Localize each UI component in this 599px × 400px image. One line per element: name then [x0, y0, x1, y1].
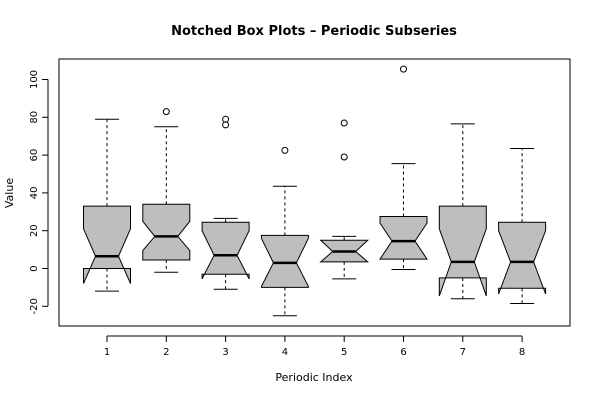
y-tick-label: 60 [29, 149, 40, 162]
x-tick-label: 6 [400, 347, 406, 358]
x-tick-label: 2 [163, 347, 169, 358]
y-axis-label: Value [3, 178, 16, 208]
notched-box [83, 205, 131, 284]
y-tick-label: 80 [29, 111, 40, 124]
x-tick-label: 3 [222, 347, 228, 358]
x-axis: 1 2 3 4 5 6 7 8 [104, 335, 525, 358]
outlier-point [340, 119, 348, 127]
notched-box [201, 221, 250, 280]
x-tick-label: 4 [282, 347, 288, 358]
box-7 [438, 123, 487, 300]
x-tick-label: 8 [519, 347, 525, 358]
outlier-point [222, 121, 230, 129]
y-tick-label: 20 [29, 224, 40, 237]
outlier-point [281, 146, 289, 154]
y-tick-label: -20 [29, 298, 40, 314]
boxes [83, 65, 547, 317]
outlier-point [400, 65, 407, 73]
box-3 [201, 115, 250, 290]
x-tick-label: 7 [460, 347, 466, 358]
box-6 [379, 65, 428, 270]
x-tick-label: 5 [341, 347, 347, 358]
y-tick-label: 0 [29, 265, 40, 271]
outlier-point [340, 153, 348, 161]
outlier-point [162, 108, 170, 116]
outlier-point [222, 115, 230, 123]
plot-frame [58, 58, 571, 327]
notched-box [260, 234, 309, 288]
notched-box [379, 216, 428, 260]
notched-box [498, 221, 547, 295]
x-axis-label: Periodic Index [275, 371, 353, 384]
notched-box [438, 205, 487, 297]
box-4 [260, 146, 309, 317]
box-1 [83, 118, 131, 292]
box-2 [142, 108, 191, 273]
x-tick-label: 1 [104, 347, 110, 358]
box-8 [498, 147, 547, 304]
chart-title: Notched Box Plots – Periodic Subseries [171, 24, 457, 39]
notched-box [142, 203, 191, 261]
y-tick-label: 40 [29, 187, 40, 200]
box-5 [319, 119, 370, 280]
y-axis: -20 0 20 40 60 80 100 [29, 70, 49, 314]
y-tick-label: 100 [29, 70, 40, 89]
